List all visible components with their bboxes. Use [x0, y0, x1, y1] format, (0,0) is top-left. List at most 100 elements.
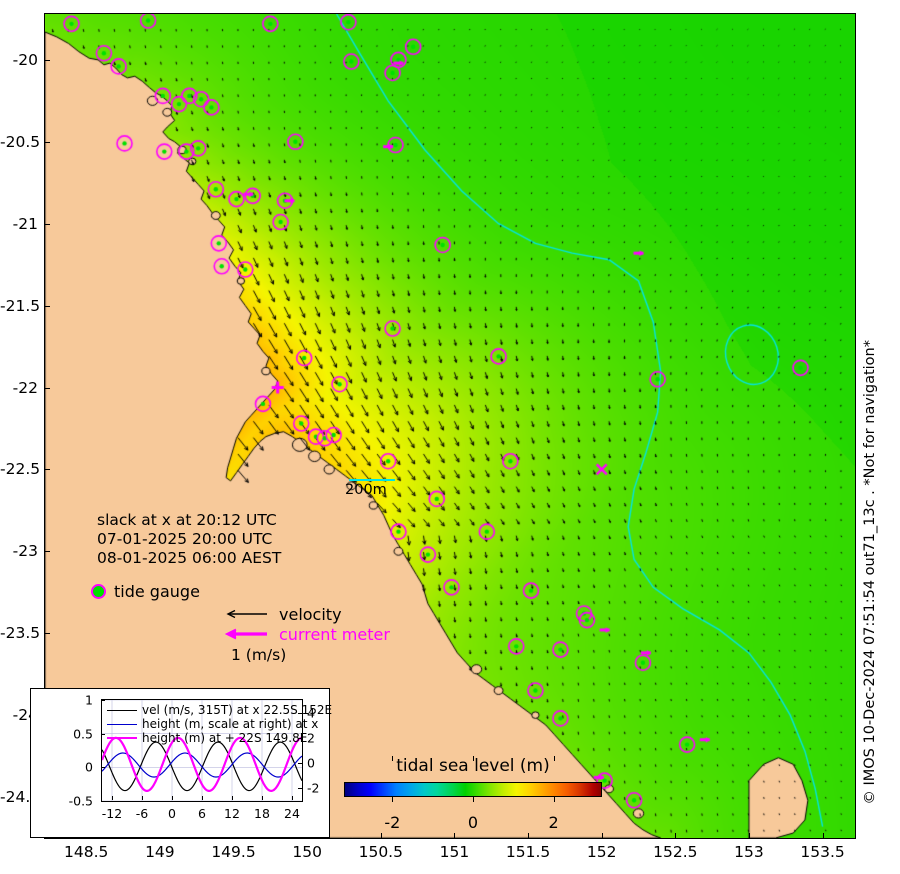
y-tick-mark: [44, 59, 50, 61]
colorbar-title: tidal sea level (m): [396, 756, 550, 776]
legend-tide-gauge-label: tide gauge: [114, 582, 200, 601]
x-tick-label: 152: [586, 843, 617, 861]
y-tick-label: -20.5: [0, 132, 41, 151]
inset-right-tick-label: -2: [307, 780, 320, 796]
inset-x-tick-mark: [112, 796, 113, 800]
inset-legend-row: height (m, scale at right) at x: [107, 717, 332, 731]
tide-gauge-icon: [91, 584, 106, 599]
y-tick-label: -20: [12, 50, 38, 69]
colorbar-tick-overlay: [473, 756, 474, 761]
x-tick-mark: [601, 833, 603, 839]
annotation-block: slack at x at 20:12 UTC 07-01-2025 20:00…: [97, 511, 281, 568]
colorbar-tick-overlay: [392, 756, 394, 761]
inset-y-tick-mark: [101, 733, 105, 735]
timeseries-inset-chart[interactable]: vel (m/s, 315T) at x 22.5S 152E height (m…: [30, 688, 332, 838]
inset-right-tick-label: 4: [307, 705, 315, 721]
y-tick-mark: [44, 141, 50, 143]
copyright-text: © IMOS 10-Dec-2024 07:51:54 out71_13c . …: [862, 340, 878, 805]
inset-x-tick-mark: [262, 796, 263, 800]
inset-legend: vel (m/s, 315T) at x 22.5S 152E height (m…: [107, 703, 332, 745]
inset-left-tick-label: 0.5: [73, 726, 93, 742]
colorbar-tick-label: 2: [548, 813, 559, 832]
x-tick-mark: [454, 833, 456, 839]
colorbar-gradient: [344, 756, 602, 797]
legend-velocity-row: velocity: [223, 604, 390, 624]
x-tick-label: 153: [734, 843, 764, 861]
y-tick-mark: [44, 223, 50, 225]
annotation-line-2: 07-01-2025 20:00 UTC: [97, 530, 273, 548]
inset-y-tick-mark-right: [298, 763, 302, 765]
x-tick-label: 151: [439, 843, 470, 861]
inset-right-tick-label: 0: [307, 755, 315, 771]
y-tick-mark: [44, 551, 50, 553]
x-tick-label: 149: [145, 843, 175, 861]
x-tick-label: 149.5: [211, 843, 256, 861]
colorbar-tick-label: 0: [467, 813, 479, 832]
y-tick-label: -21: [12, 214, 38, 233]
x-tick-label: 148.5: [64, 843, 109, 861]
inset-legend-label: height (m, scale at right) at x: [142, 717, 319, 731]
x-tick-mark: [748, 833, 750, 839]
x-tick-mark: [380, 833, 382, 839]
y-tick-label: -21.5: [0, 296, 41, 315]
legend-tide-gauge: tide gauge: [91, 582, 200, 601]
x-tick-label: 151.5: [505, 843, 551, 861]
current-meter-arrow-icon: [224, 628, 267, 640]
inset-series-2: [102, 736, 302, 793]
colorbar-tick-label: -2: [384, 813, 401, 832]
inset-x-tick-label: 12: [224, 806, 240, 821]
inset-y-tick-mark-right: [298, 788, 302, 790]
legend-vector-scale: 1 (m/s): [231, 646, 287, 664]
inset-x-tick-mark: [292, 796, 293, 800]
inset-x-tick-label: 24: [284, 806, 300, 821]
inset-x-tick-mark: [202, 796, 203, 800]
inset-legend-swatch: [107, 737, 137, 739]
y-tick-label: -23.5: [0, 624, 41, 643]
y-tick-label: -23: [12, 542, 38, 561]
scale-bar-label: 200m: [345, 482, 387, 498]
scale-bar-line: [349, 479, 395, 481]
colorbar-ticks: [344, 797, 602, 811]
inset-left-tick-label: 0: [85, 759, 93, 775]
inset-left-tick-label: 1: [85, 692, 93, 708]
y-tick-mark: [44, 387, 50, 389]
y-tick-label: -22.5: [0, 460, 41, 479]
legend-current-meter-label: current meter: [279, 624, 390, 644]
inset-x-tick-label: 18: [254, 806, 270, 821]
inset-y-tick-mark-right: [298, 737, 302, 739]
x-tick-label: 152.5: [653, 843, 698, 861]
x-tick-mark: [675, 833, 677, 839]
inset-x-tick-label: -6: [135, 806, 149, 821]
inset-x-tick-mark: [142, 796, 143, 800]
inset-right-tick-label: 2: [307, 730, 315, 746]
legend-velocity-label: velocity: [279, 604, 342, 624]
colorbar-tick: [392, 797, 394, 802]
x-tick-mark: [822, 833, 824, 839]
inset-legend-label: vel (m/s, 315T) at x 22.5S 152E: [142, 703, 333, 717]
inset-legend-row: height (m) at + 22S 149.8E: [107, 731, 332, 745]
inset-left-tick-label: -0.5: [68, 793, 93, 809]
annotation-line-3: 08-01-2025 06:00 AEST: [97, 549, 282, 567]
inset-series-1: [102, 752, 302, 778]
inset-legend-swatch: [107, 723, 137, 725]
inset-x-tick-mark: [172, 796, 173, 800]
velocity-arrow-icon: [226, 609, 267, 619]
legend-velocity-block: velocity current meter 1 (m/s): [223, 604, 390, 664]
inset-legend-row: vel (m/s, 315T) at x 22.5S 152E: [107, 703, 332, 717]
y-tick-mark: [44, 633, 50, 635]
annotation-line-1: slack at x at 20:12 UTC: [97, 511, 277, 529]
colorbar-tick: [473, 797, 474, 802]
inset-x-tick-mark: [232, 796, 233, 800]
inset-y-tick-mark-right: [298, 712, 302, 714]
inset-x-tick-label: 6: [198, 806, 206, 821]
scale-bar: 200m: [345, 479, 395, 498]
x-tick-label: 150: [292, 843, 322, 861]
x-tick-label: 150.5: [358, 843, 403, 861]
y-tick-label: -22: [12, 378, 38, 397]
colorbar-tick-labels: -2 0 2: [344, 811, 602, 832]
inset-y-tick-mark: [101, 801, 105, 802]
inset-series-lines: [102, 700, 302, 801]
colorbar-tick-overlay: [553, 756, 555, 761]
inset-x-tick-label: 0: [168, 806, 176, 821]
